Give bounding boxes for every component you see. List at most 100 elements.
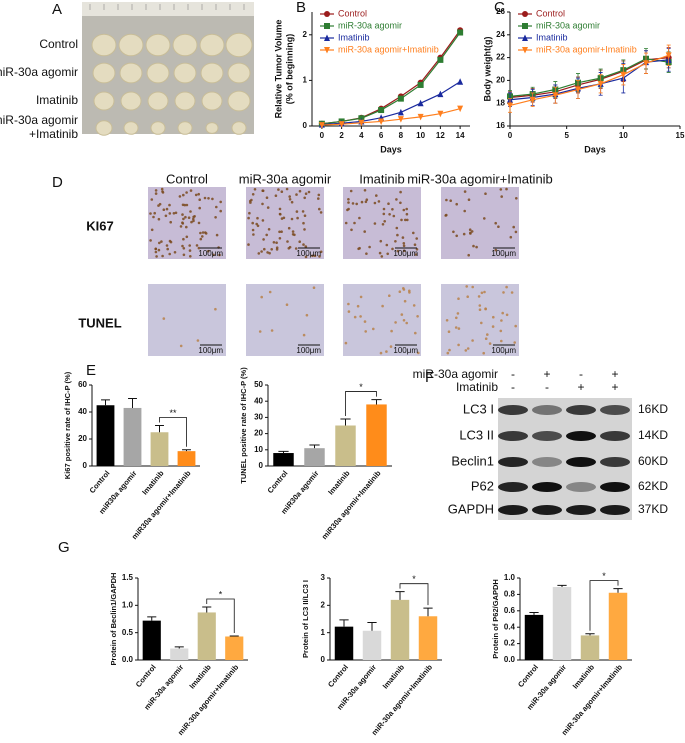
stain-dot	[195, 244, 199, 247]
y-axis-label: (% of beginning)	[284, 34, 294, 104]
tumor	[145, 33, 171, 57]
stain-dot	[395, 226, 399, 230]
stain-dot	[189, 210, 192, 213]
stain-dot	[483, 217, 486, 220]
y-axis-label: Body weight(g)	[482, 37, 492, 102]
stain-dot	[286, 240, 289, 243]
x-tick-label: Imatinib	[571, 662, 597, 690]
stain-dot	[514, 230, 518, 234]
stain-dot	[457, 343, 460, 347]
stain-dot	[455, 202, 459, 206]
ihc-image	[148, 284, 226, 356]
y-tick-label: 0.8	[504, 590, 516, 599]
ihc-image	[441, 187, 519, 259]
stain-dot	[188, 249, 192, 252]
error-bar	[339, 619, 349, 627]
stain-dot	[347, 310, 351, 313]
stain-dot	[466, 347, 470, 350]
y-tick-label: 40	[254, 396, 263, 405]
ruler	[82, 2, 254, 16]
stain-dot	[318, 207, 321, 211]
stain-dot	[298, 240, 302, 243]
stain-dot	[152, 215, 155, 219]
stain-dot	[261, 219, 265, 222]
x-tick-label: 6	[379, 131, 384, 140]
significance-label: *	[219, 589, 223, 599]
y-tick-label: 1.0	[504, 573, 516, 582]
band	[600, 431, 630, 441]
stain-dot	[265, 196, 269, 199]
y-tick-label: 0	[83, 461, 88, 470]
series-line	[509, 57, 669, 99]
y-tick-label: 24	[496, 30, 505, 39]
x-tick-label: 15	[676, 131, 685, 140]
stain-dot	[280, 230, 283, 233]
y-tick-label: 1.5	[122, 573, 134, 582]
legend-marker	[522, 23, 528, 29]
stain-dot	[162, 317, 166, 320]
band-size: 14KD	[638, 428, 668, 442]
x-tick-label: 10	[619, 131, 628, 140]
stain-dot	[468, 228, 472, 231]
stain-dot	[514, 324, 517, 328]
scale-bar-label: 100μm	[491, 346, 516, 355]
tumor	[95, 120, 113, 136]
stain-dot	[285, 187, 289, 191]
tumor	[150, 121, 166, 135]
stain-dot	[207, 249, 210, 253]
stain-dot	[406, 218, 409, 222]
point	[597, 80, 604, 88]
point	[397, 116, 404, 123]
stain-dot	[401, 236, 405, 239]
stain-dot	[305, 313, 309, 317]
tumor	[123, 121, 139, 135]
stain-dot	[277, 188, 280, 191]
stain-dot	[154, 192, 158, 195]
stain-dot	[188, 244, 191, 247]
stain-dot	[181, 213, 184, 216]
x-tick-label: 0	[320, 131, 325, 140]
stain-dot	[356, 304, 360, 308]
stain-dot	[513, 341, 516, 344]
stain-dot	[462, 232, 466, 236]
stain-dot	[466, 295, 470, 299]
legend-label: Control	[536, 8, 565, 18]
significance-bracket	[159, 417, 187, 447]
error-bar	[174, 646, 184, 649]
stain-dot	[346, 208, 349, 212]
stain-dot	[190, 220, 193, 224]
stain-dot	[275, 248, 279, 251]
stain-dot	[164, 214, 168, 218]
significance-bracket	[345, 391, 377, 417]
band	[566, 431, 596, 441]
stain-dot	[398, 290, 402, 294]
significance-label: *	[602, 571, 606, 581]
stain-dot	[169, 220, 172, 224]
stain-dot	[402, 244, 406, 248]
error-bar	[101, 399, 110, 406]
stain-dot	[251, 221, 254, 225]
stain-dot	[251, 193, 255, 196]
tumor	[201, 91, 223, 111]
y-tick-label: 0	[259, 461, 264, 470]
stain-dot	[469, 231, 472, 235]
stain-dot	[355, 202, 359, 206]
stain-dot	[270, 248, 274, 251]
stain-dot	[294, 247, 298, 250]
stain-dot	[381, 223, 385, 226]
stain-dot	[405, 212, 409, 216]
bar	[123, 407, 142, 466]
x-tick-label: Imatinib	[381, 662, 407, 690]
tumor	[91, 33, 117, 57]
error-bar	[278, 450, 289, 454]
stain-dot	[394, 240, 397, 243]
stain-dot	[373, 201, 377, 205]
legend-label: miR-30a agomir	[338, 20, 402, 30]
stain-dot	[192, 219, 195, 223]
stain-dot	[154, 189, 158, 192]
band	[566, 482, 596, 492]
stain-dot	[219, 209, 222, 213]
scale-bar-label: 100μm	[198, 346, 223, 355]
stain-dot	[295, 210, 299, 213]
bar	[390, 599, 410, 660]
